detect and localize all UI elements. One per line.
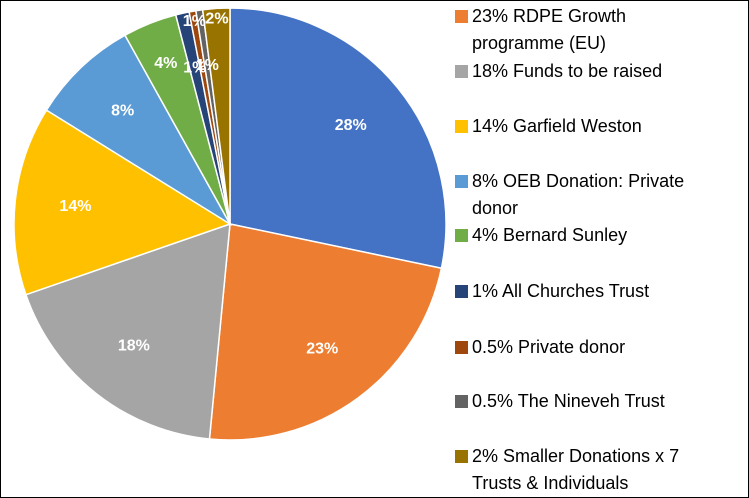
legend-swatch (455, 395, 468, 408)
data-label: 14% (59, 198, 91, 215)
pie-slice (201, 7, 231, 225)
legend-label: 2% Smaller Donations x 7 Trusts & Individ… (472, 446, 679, 493)
legend-swatch (455, 10, 468, 23)
legend-label: 14% Garfield Weston (472, 116, 642, 136)
legend-label: 8% OEB Donation: Private donor (472, 171, 684, 218)
legend-swatch (455, 120, 468, 133)
legend-swatch (455, 65, 468, 78)
pie-slice (208, 223, 443, 441)
pie-slice (229, 7, 447, 270)
legend-swatch (455, 341, 468, 354)
legend-label: 18% Funds to be raised (472, 61, 662, 81)
data-label: 28% (335, 117, 367, 134)
legend-swatch (455, 285, 468, 298)
data-label: 18% (118, 337, 150, 354)
legend-label: 0.5% The Nineveh Trust (472, 391, 665, 411)
legend-swatch (455, 229, 468, 242)
data-label: 1% (183, 59, 206, 76)
data-label: 1% (196, 57, 219, 74)
data-label: 8% (111, 103, 134, 120)
data-label: 23% (306, 340, 338, 357)
data-label: 4% (154, 55, 177, 72)
legend-swatch (455, 450, 468, 463)
data-label: 2% (205, 10, 228, 27)
legend-label: 1% All Churches Trust (472, 281, 649, 301)
legend-label: 4% Bernard Sunley (472, 225, 627, 245)
pie-slice (45, 34, 233, 227)
legend-label: 0.5% Private donor (472, 337, 625, 357)
pie-slice (13, 109, 232, 296)
legend-label: 23% RDPE Growth programme (EU) (472, 6, 626, 53)
legend-swatch (455, 175, 468, 188)
data-label: 1% (183, 13, 206, 30)
